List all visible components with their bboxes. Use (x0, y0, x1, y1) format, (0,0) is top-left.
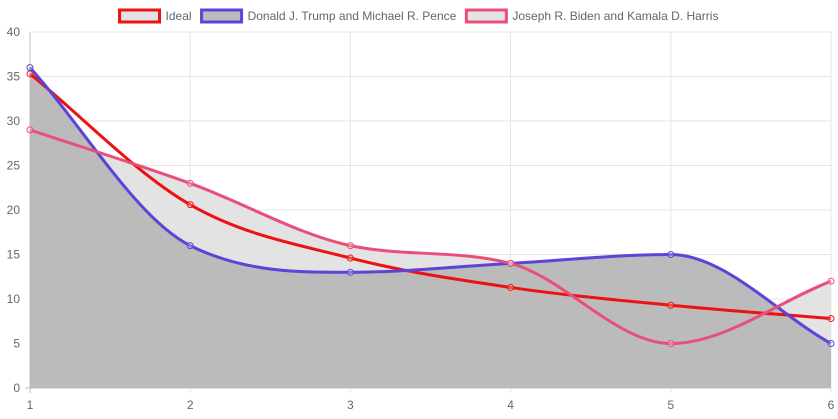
data-point[interactable] (507, 283, 515, 291)
tick-labels: 0 5 10 15 20 25 30 35 40 1 2 3 4 5 6 (7, 25, 835, 412)
legend-label: Donald J. Trump and Michael R. Pence (248, 9, 457, 23)
series-fills (30, 67, 831, 388)
data-point[interactable] (186, 179, 194, 187)
y-tick-label: 15 (7, 248, 21, 262)
series-lines (28, 66, 832, 345)
series-line (29, 128, 832, 345)
data-point[interactable] (667, 301, 675, 309)
y-tick-label: 25 (7, 159, 21, 173)
y-tick-label: 30 (7, 114, 21, 128)
data-point[interactable] (667, 251, 675, 258)
data-point[interactable] (507, 259, 515, 267)
data-point[interactable] (346, 242, 354, 250)
legend-item[interactable]: Ideal (118, 8, 192, 24)
x-tick-label: 4 (507, 398, 514, 412)
legend: Ideal Donald J. Trump and Michael R. Penc… (118, 8, 718, 24)
legend-item[interactable]: Donald J. Trump and Michael R. Pence (200, 8, 457, 24)
y-tick-label: 20 (7, 203, 21, 217)
x-tick-label: 6 (828, 398, 835, 412)
series-points (26, 64, 835, 347)
data-point[interactable] (827, 277, 835, 285)
data-point[interactable] (26, 64, 34, 72)
data-point[interactable] (346, 254, 354, 262)
data-point[interactable] (26, 126, 34, 134)
y-tick-label: 0 (13, 381, 20, 395)
y-tick-label: 40 (7, 25, 21, 39)
x-tick-label: 1 (27, 398, 34, 412)
data-point[interactable] (667, 340, 675, 347)
x-tick-label: 3 (347, 398, 354, 412)
series-fill (30, 67, 831, 388)
axes (25, 32, 831, 393)
x-tick-label: 5 (667, 398, 674, 412)
data-point[interactable] (186, 242, 194, 250)
data-point[interactable] (827, 340, 835, 347)
series-line (28, 66, 832, 345)
legend-swatch (200, 8, 244, 24)
y-tick-label: 5 (13, 337, 20, 351)
legend-label: Ideal (166, 9, 192, 23)
legend-swatch (464, 8, 508, 24)
data-point[interactable] (346, 268, 354, 276)
legend-item[interactable]: Joseph R. Biden and Kamala D. Harris (464, 8, 718, 24)
x-tick-label: 2 (187, 398, 194, 412)
data-point[interactable] (26, 70, 34, 78)
y-tick-label: 10 (7, 292, 21, 306)
legend-swatch (118, 8, 162, 24)
legend-label: Joseph R. Biden and Kamala D. Harris (512, 9, 718, 23)
series-line (29, 72, 832, 321)
data-point[interactable] (186, 201, 194, 209)
y-tick-label: 35 (7, 70, 21, 84)
data-point[interactable] (827, 315, 835, 323)
